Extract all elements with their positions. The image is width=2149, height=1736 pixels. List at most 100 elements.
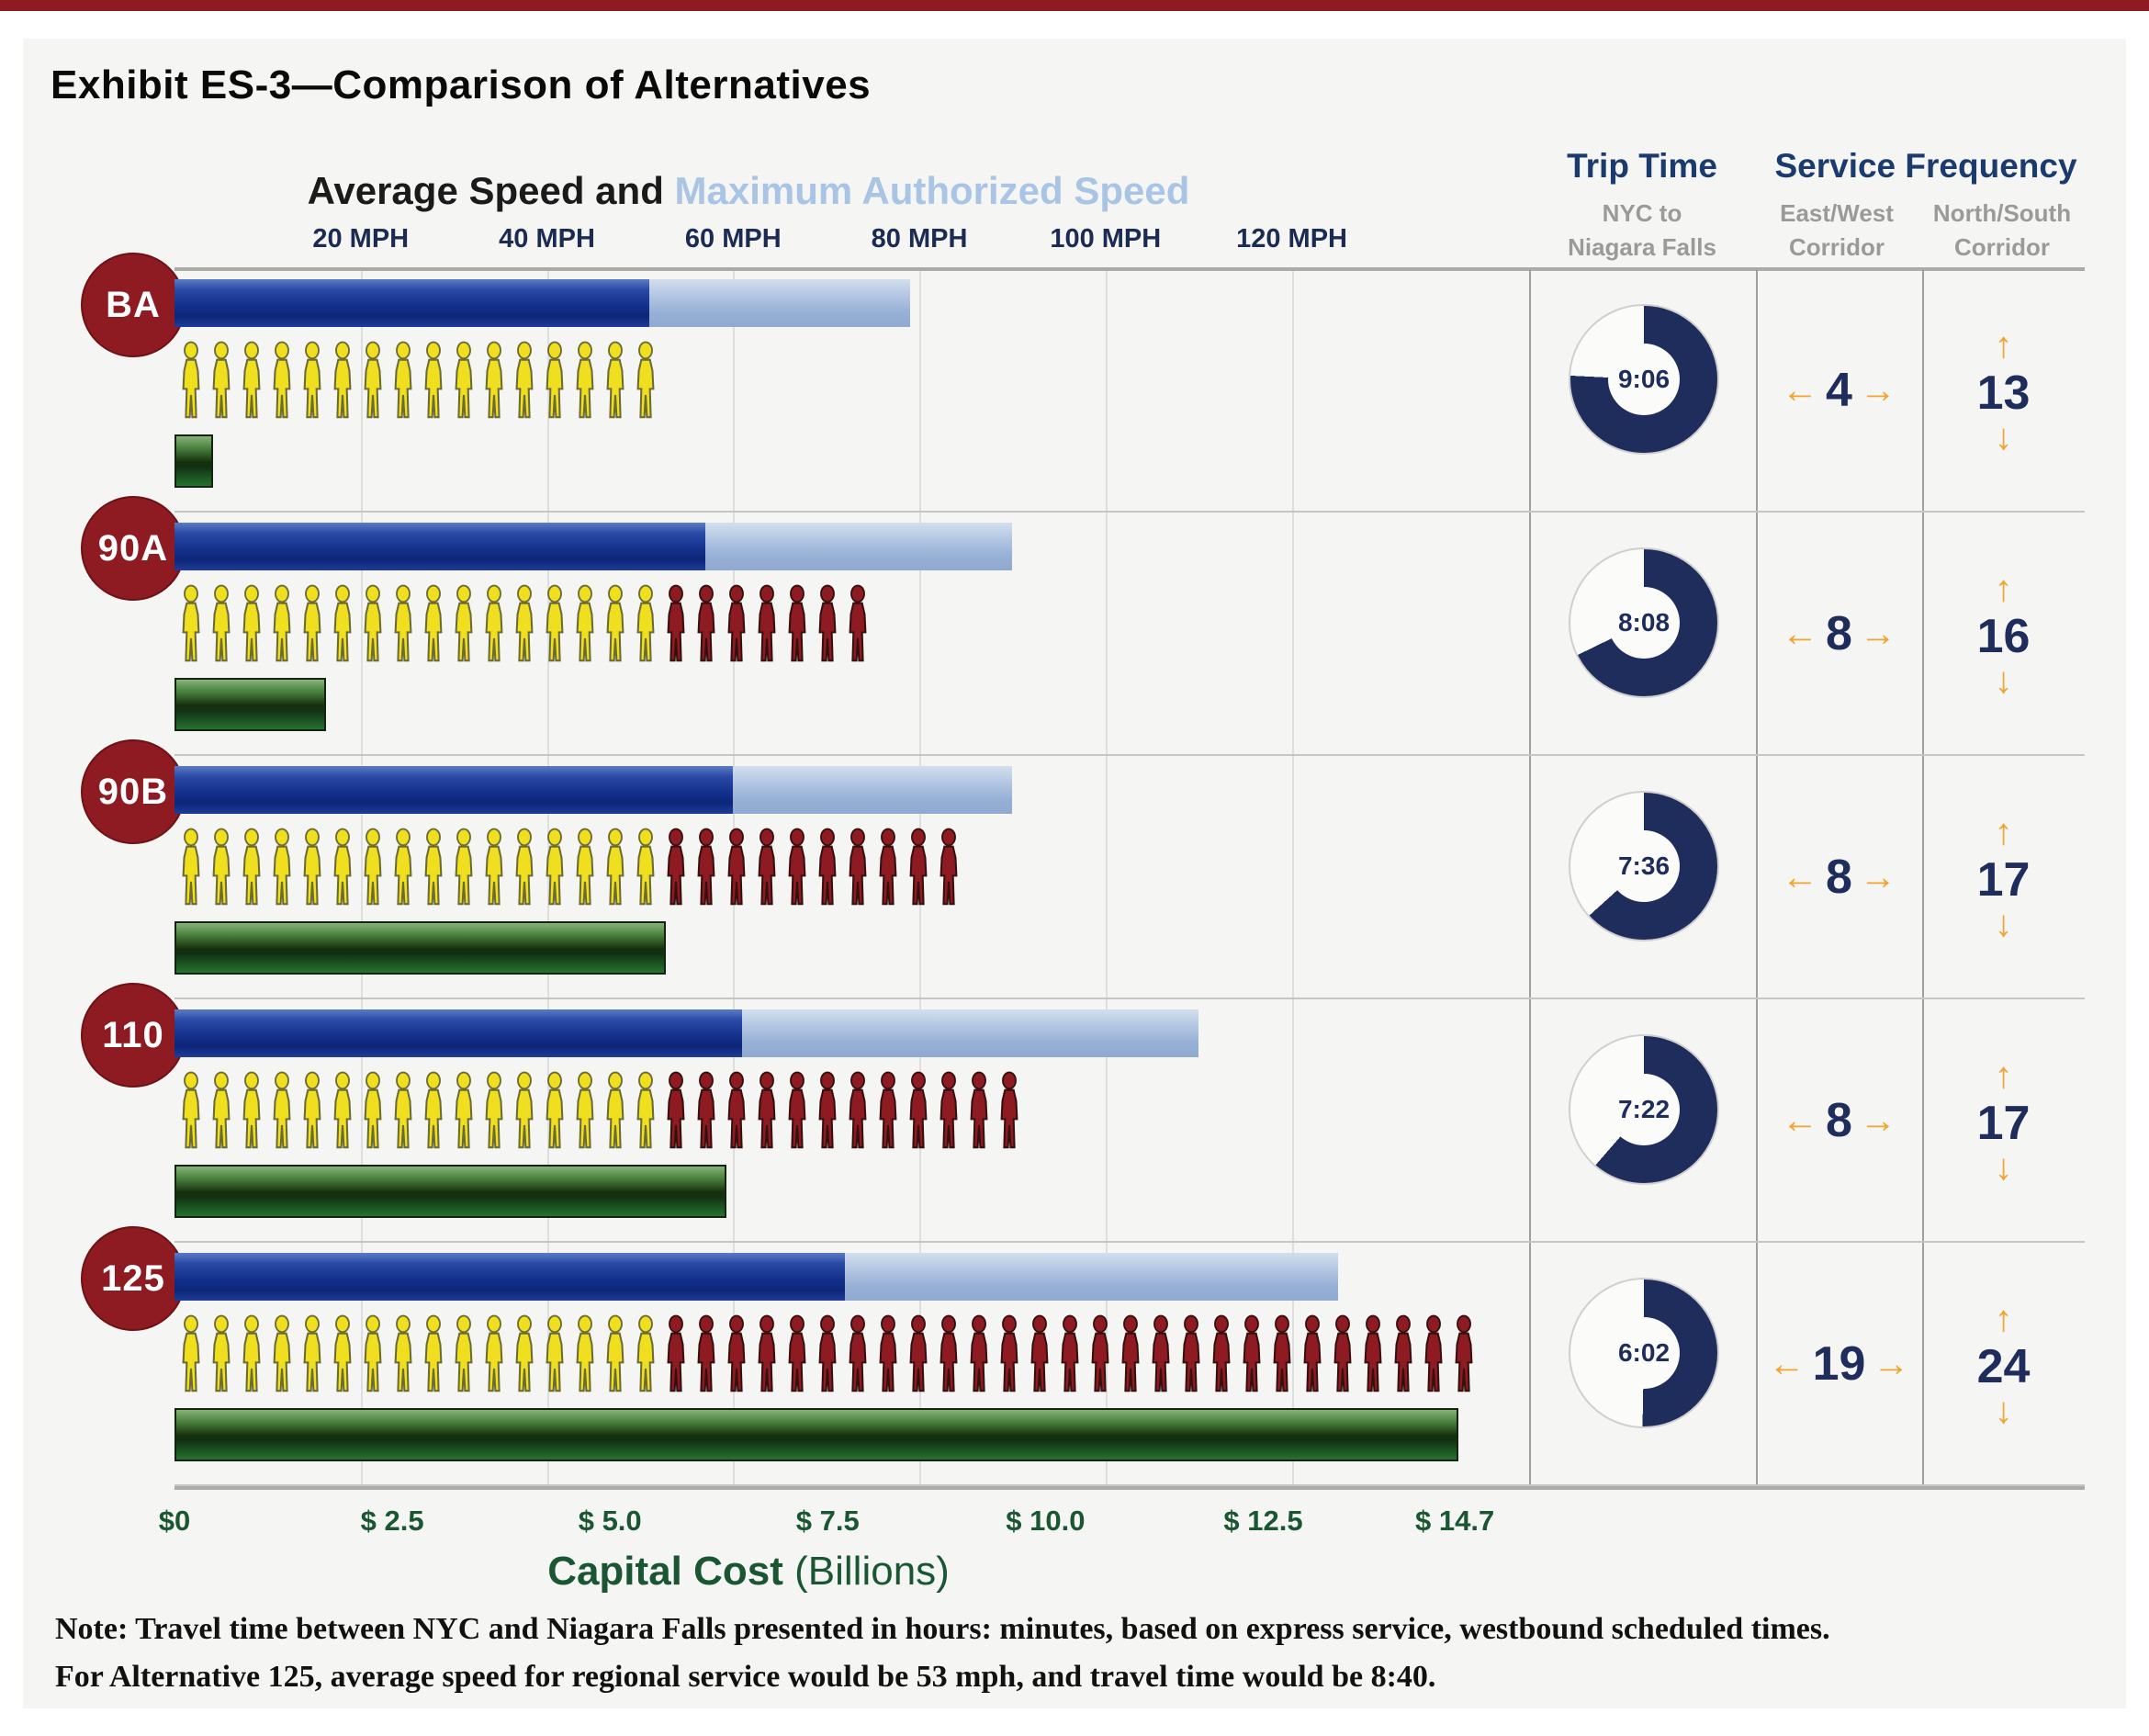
ridership-icons bbox=[178, 337, 663, 425]
east-west-column-divider bbox=[1756, 269, 1758, 1486]
rider-icon-yellow bbox=[390, 341, 421, 422]
speed-tick-60: 60 MPH bbox=[684, 224, 782, 254]
avg-speed-title: Average Speed and bbox=[307, 169, 675, 212]
north-south-frequency-value: 16 bbox=[1976, 610, 2031, 663]
rider-icon-yellow bbox=[633, 828, 663, 908]
rider-icon-yellow bbox=[299, 1071, 330, 1152]
rider-icon-red bbox=[1451, 1314, 1481, 1395]
down-arrow-icon: ↓ bbox=[1994, 1391, 2013, 1431]
north-south-frequency-cell: ↑ 16 ↓ bbox=[1922, 549, 2085, 724]
rider-icon-red bbox=[1027, 1314, 1057, 1395]
rider-icon-yellow bbox=[269, 828, 299, 908]
rider-icon-yellow bbox=[178, 1071, 208, 1152]
east-west-frequency-value: 8 bbox=[1826, 1094, 1852, 1147]
rider-icon-red bbox=[936, 1314, 966, 1395]
trip-time-donut: 7:36 bbox=[1569, 791, 1719, 941]
trip-time-donut-hole: 9:06 bbox=[1608, 344, 1680, 415]
right-arrow-icon: → bbox=[1859, 613, 1896, 654]
north-south-frequency-value: 17 bbox=[1976, 1097, 2031, 1150]
rider-icon-red bbox=[1118, 1314, 1148, 1395]
up-arrow-icon: ↑ bbox=[1994, 1299, 2013, 1339]
speed-tick-100: 100 MPH bbox=[1050, 224, 1162, 254]
left-arrow-icon: ← bbox=[1768, 1343, 1806, 1384]
rider-icon-red bbox=[815, 1071, 845, 1152]
rider-icon-red bbox=[754, 584, 784, 665]
top-axis-line bbox=[174, 267, 2085, 271]
rider-icon-yellow bbox=[481, 828, 512, 908]
cost-tick-5: $ 5.0 bbox=[578, 1505, 642, 1537]
rider-icon-red bbox=[724, 584, 754, 665]
row-separator bbox=[174, 1484, 2085, 1486]
rider-icon-yellow bbox=[178, 341, 208, 422]
rider-icon-yellow bbox=[602, 1314, 633, 1395]
rider-icon-yellow bbox=[390, 828, 421, 908]
east-west-frequency-cell: ← 4 → bbox=[1756, 335, 1922, 445]
rider-icon-yellow bbox=[602, 341, 633, 422]
rider-icon-yellow bbox=[330, 584, 360, 665]
rider-icon-yellow bbox=[208, 584, 239, 665]
ridership-icons bbox=[178, 581, 875, 669]
avg-speed-bar bbox=[174, 766, 734, 814]
footnote-label: Note: bbox=[55, 1612, 129, 1646]
avg-speed-bar bbox=[174, 279, 650, 327]
rider-icon-red bbox=[845, 1071, 875, 1152]
capital-cost-bar bbox=[174, 1408, 1459, 1461]
cost-axis-label-normal: (Billions) bbox=[782, 1549, 950, 1594]
rider-icon-yellow bbox=[542, 341, 572, 422]
rider-icon-yellow bbox=[572, 584, 602, 665]
rider-icon-red bbox=[663, 1071, 693, 1152]
east-west-frequency-value: 8 bbox=[1826, 851, 1852, 904]
rider-icon-yellow bbox=[481, 341, 512, 422]
rider-icon-red bbox=[936, 828, 966, 908]
trip-time-donut: 8:08 bbox=[1569, 547, 1719, 698]
left-arrow-icon: ← bbox=[1782, 613, 1819, 654]
exhibit-panel: Exhibit ES-3—Comparison of Alternatives … bbox=[23, 39, 2126, 1708]
max-authorized-speed-bar bbox=[733, 766, 1013, 814]
rider-icon-yellow bbox=[390, 1071, 421, 1152]
rider-icon-yellow bbox=[239, 1314, 269, 1395]
rider-icon-yellow bbox=[481, 1071, 512, 1152]
rider-icon-red bbox=[1057, 1314, 1087, 1395]
rider-icon-red bbox=[815, 584, 845, 665]
rider-icon-yellow bbox=[451, 584, 481, 665]
east-west-frequency-value: 8 bbox=[1826, 607, 1852, 660]
rider-icon-yellow bbox=[269, 1071, 299, 1152]
trip-time-donut-hole: 6:02 bbox=[1608, 1317, 1680, 1389]
rider-icon-yellow bbox=[602, 584, 633, 665]
right-arrow-icon: → bbox=[1859, 856, 1896, 897]
max-authorized-speed-bar bbox=[742, 1009, 1199, 1057]
trip-time-donut-hole: 8:08 bbox=[1608, 587, 1680, 659]
up-arrow-icon: ↑ bbox=[1994, 569, 2013, 609]
rider-icon-yellow bbox=[269, 1314, 299, 1395]
avg-speed-bar bbox=[174, 1009, 743, 1057]
rider-icon-red bbox=[815, 1314, 845, 1395]
north-south-subheader: North/South Corridor bbox=[1932, 199, 2072, 261]
rider-icon-yellow bbox=[421, 584, 451, 665]
rider-icon-yellow bbox=[512, 341, 542, 422]
rider-icon-red bbox=[1209, 1314, 1239, 1395]
rider-icon-yellow bbox=[481, 1314, 512, 1395]
speed-tick-80: 80 MPH bbox=[871, 224, 968, 254]
down-arrow-icon: ↓ bbox=[1994, 660, 2013, 701]
rider-icon-yellow bbox=[572, 828, 602, 908]
cost-tick-10: $ 10.0 bbox=[1006, 1505, 1086, 1537]
rider-icon-red bbox=[845, 584, 875, 665]
rider-icon-yellow bbox=[360, 584, 390, 665]
rider-icon-yellow bbox=[572, 1314, 602, 1395]
north-south-frequency-cell: ↑ 17 ↓ bbox=[1922, 1036, 2085, 1211]
rider-icon-yellow bbox=[360, 341, 390, 422]
exhibit-title: Exhibit ES-3—Comparison of Alternatives bbox=[51, 62, 872, 107]
up-arrow-icon: ↑ bbox=[1994, 1055, 2013, 1096]
rider-icon-red bbox=[906, 1314, 936, 1395]
cost-tick-2.5: $ 2.5 bbox=[360, 1505, 424, 1537]
row-separator bbox=[174, 998, 2085, 999]
rider-icon-yellow bbox=[542, 584, 572, 665]
ridership-icons bbox=[178, 1311, 1481, 1399]
service-frequency-header: Service Frequency bbox=[1774, 147, 2077, 185]
footnote-line-2: For Alternative 125, average speed for r… bbox=[55, 1660, 1436, 1694]
trip-time-column-divider bbox=[1529, 269, 1531, 1486]
rider-icon-yellow bbox=[633, 1071, 663, 1152]
rider-icon-yellow bbox=[239, 341, 269, 422]
rider-icon-red bbox=[1300, 1314, 1330, 1395]
max-authorized-speed-bar bbox=[844, 1253, 1339, 1301]
